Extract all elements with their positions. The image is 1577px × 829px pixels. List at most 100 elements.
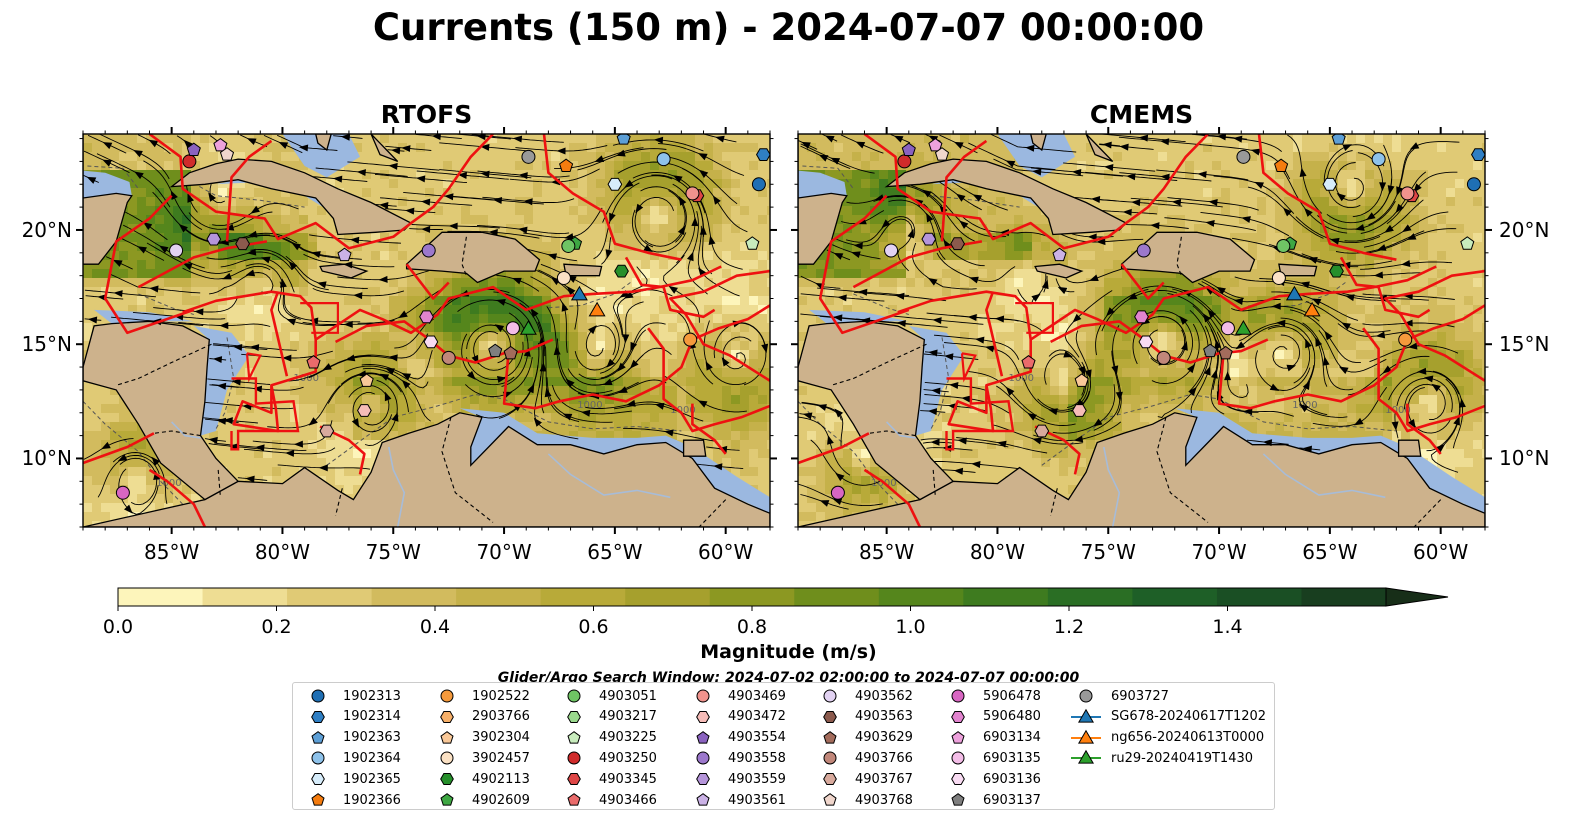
legend-marker bbox=[1077, 729, 1095, 744]
longitude-label: 70°W bbox=[476, 540, 532, 564]
land-bahamas1 bbox=[1030, 134, 1047, 152]
colorbar-segment bbox=[456, 588, 542, 606]
float-marker bbox=[1331, 134, 1346, 145]
hexagon-marker-icon bbox=[567, 773, 581, 786]
streamline-arrow bbox=[245, 475, 255, 483]
legend-label: ng656-20240613T0000 bbox=[1111, 730, 1265, 746]
streamline-arrow bbox=[286, 318, 297, 326]
legend-item: 4903554 bbox=[686, 728, 786, 748]
legend-marker bbox=[696, 793, 710, 806]
float-marker bbox=[1460, 236, 1475, 250]
streamline-arrow bbox=[1005, 160, 1016, 168]
eez-boundary bbox=[1339, 256, 1431, 319]
country-border bbox=[1413, 499, 1442, 527]
legend-item: 6903135 bbox=[941, 748, 1041, 768]
legend-item: 2903766 bbox=[430, 707, 530, 727]
streamline-arrow bbox=[668, 285, 678, 294]
streamline-arrow bbox=[1376, 244, 1387, 251]
streamline-arrow bbox=[496, 299, 506, 306]
streamline-arrow bbox=[623, 291, 634, 299]
legend-marker bbox=[823, 773, 837, 786]
streamline-arrow bbox=[1395, 203, 1404, 214]
streamline-arrow bbox=[698, 153, 708, 161]
colorbar-segment bbox=[963, 588, 1049, 606]
legend-label: 4903051 bbox=[599, 688, 657, 704]
streamline-arrow bbox=[713, 463, 723, 471]
streamline-arrow bbox=[556, 147, 566, 155]
streamline-arrow bbox=[391, 147, 401, 155]
streamline-arrow bbox=[855, 141, 866, 149]
float-marker bbox=[614, 264, 629, 278]
legend-item: 1902522 bbox=[430, 686, 530, 706]
longitude-label: 80°W bbox=[254, 540, 311, 564]
glider-marker bbox=[1285, 285, 1303, 301]
streamline-arrow bbox=[216, 417, 227, 425]
legend-label: 4903472 bbox=[728, 709, 786, 725]
legend-label: 4903225 bbox=[599, 730, 657, 746]
contour-1000m bbox=[930, 337, 950, 430]
streamline-arrow bbox=[959, 220, 969, 229]
circle-marker-icon bbox=[951, 751, 965, 765]
legend-marker bbox=[567, 793, 581, 806]
streamline-arrow bbox=[379, 373, 390, 381]
streamline-arrow bbox=[448, 222, 458, 230]
legend-label: 3902304 bbox=[472, 730, 530, 746]
float-marker bbox=[1052, 247, 1067, 262]
streamline-arrow bbox=[117, 454, 128, 462]
longitude-label: 75°W bbox=[365, 540, 421, 564]
streamline-arrow bbox=[1032, 168, 1042, 176]
streamline-arrow bbox=[827, 435, 834, 445]
streamline-arrow bbox=[476, 134, 486, 141]
streamline-arrow bbox=[833, 253, 844, 260]
streamline-arrow bbox=[405, 207, 415, 215]
streamline-arrow bbox=[391, 412, 399, 422]
streamline-arrow bbox=[708, 235, 716, 245]
legend-marker bbox=[440, 710, 454, 723]
land-jamaica bbox=[1034, 263, 1084, 279]
latitude-label: 10°N bbox=[1499, 446, 1550, 471]
eez-boundary bbox=[225, 139, 273, 242]
legend-marker bbox=[440, 730, 454, 744]
float-marker bbox=[1470, 148, 1485, 162]
streamline-arrow bbox=[653, 136, 664, 144]
streamline-arrow bbox=[1216, 134, 1227, 141]
float-marker bbox=[421, 243, 436, 258]
streamline-arrow bbox=[279, 278, 287, 288]
contour-1000m bbox=[87, 165, 139, 190]
legend-label: 4903345 bbox=[599, 771, 657, 787]
panel-title-rtofs: RTOFS bbox=[380, 100, 473, 129]
streamline-arrow bbox=[421, 198, 431, 206]
streamline-arrow bbox=[1106, 307, 1115, 317]
legend-marker bbox=[823, 710, 837, 723]
legend-item: 4903345 bbox=[557, 769, 657, 789]
legend-item: 4903767 bbox=[813, 769, 913, 789]
streamline-arrow bbox=[385, 368, 395, 375]
streamline-arrow bbox=[837, 294, 847, 302]
streamline-arrow bbox=[134, 171, 144, 180]
streamline-arrow bbox=[1186, 363, 1196, 374]
streamline-arrow bbox=[697, 400, 708, 408]
float-marker bbox=[1271, 270, 1286, 285]
country-border bbox=[217, 469, 221, 498]
contour-1000m bbox=[1041, 393, 1397, 466]
shelf-bahamasShelf bbox=[282, 134, 360, 178]
pentagon-marker-icon bbox=[696, 793, 710, 806]
colorbar-segment bbox=[1047, 588, 1133, 606]
eez-boundary bbox=[405, 263, 450, 300]
longitude-label: 60°W bbox=[1413, 540, 1469, 564]
streamline-arrow bbox=[835, 472, 845, 482]
streamline-arrow bbox=[1127, 292, 1138, 300]
country-border bbox=[868, 430, 916, 437]
float-marker bbox=[685, 186, 700, 201]
legend-label: SG678-20240617T1202 bbox=[1111, 709, 1267, 725]
streamline-arrow bbox=[860, 317, 871, 325]
streamline-arrow bbox=[1391, 421, 1399, 431]
eez-boundary bbox=[1217, 304, 1485, 410]
streamline-arrow bbox=[1171, 198, 1182, 206]
streamline-arrow bbox=[801, 141, 811, 149]
legend-label: 1902365 bbox=[343, 771, 401, 787]
float-marker bbox=[319, 424, 335, 438]
